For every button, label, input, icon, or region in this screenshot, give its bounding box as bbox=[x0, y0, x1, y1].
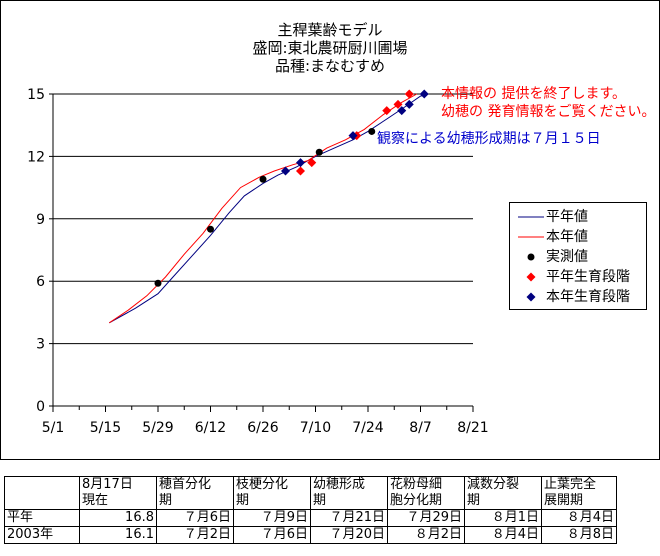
table-row: 平年 16.8 ７月6日 ７月9日 ７月21日 ７月29日 ８月1日 ８月4日 bbox=[4, 509, 617, 527]
data-point bbox=[296, 158, 305, 168]
chart-title-line: 盛岡:東北農研厨川圃場 bbox=[252, 39, 407, 57]
legend-label: 平年生育段階 bbox=[546, 269, 630, 285]
y-tick-label: 0 bbox=[36, 399, 45, 415]
legend-label: 本年値 bbox=[546, 229, 588, 245]
table-header-cell: 幼穂形成期 bbox=[310, 476, 388, 510]
table-cell: 平年 bbox=[4, 509, 80, 527]
data-point bbox=[404, 89, 414, 99]
series-line bbox=[109, 93, 418, 324]
legend-swatch bbox=[526, 292, 536, 302]
data-point bbox=[154, 279, 162, 287]
x-tick-label: 8/21 bbox=[457, 420, 488, 436]
chart-title-line: 品種:まなむすめ bbox=[275, 57, 385, 75]
x-tick-label: 7/10 bbox=[300, 420, 331, 436]
legend-label: 実測値 bbox=[546, 249, 588, 265]
table-header-cell: 止葉完全 展開期 bbox=[541, 476, 617, 510]
table-cell: ７月6日 bbox=[233, 526, 311, 544]
legend-marker bbox=[527, 253, 535, 261]
x-tick-label: 8/7 bbox=[409, 420, 432, 436]
table-cell: ８月8日 bbox=[541, 526, 617, 544]
data-point bbox=[397, 106, 407, 116]
table-cell: 16.1 bbox=[79, 526, 157, 544]
x-tick-label: 6/12 bbox=[195, 420, 226, 436]
data-point bbox=[207, 225, 214, 233]
legend-swatch bbox=[526, 272, 536, 282]
table-cell: 2003年 bbox=[4, 526, 80, 544]
table-header-cell bbox=[4, 476, 80, 510]
legend-label: 平年値 bbox=[546, 209, 588, 225]
table-cell: ８月1日 bbox=[464, 509, 542, 527]
x-tick-label: 5/1 bbox=[42, 420, 65, 436]
x-tick-label: 6/26 bbox=[247, 420, 279, 436]
legend-label: 本年生育段階 bbox=[546, 289, 630, 305]
chart-frame: 主稈葉齢モデル 盛岡:東北農研厨川圃場 品種:まなむすめ 0 3 6 9 12 15 5/1 5/… bbox=[0, 0, 660, 460]
table-cell: ７月6日 bbox=[156, 509, 234, 527]
table-header-cell: 8月17日 現在 bbox=[79, 476, 157, 510]
y-tick-label: 12 bbox=[27, 149, 45, 165]
y-tick-label: 15 bbox=[27, 87, 45, 103]
data-point bbox=[281, 166, 290, 176]
growth-stage-table: 8月17日 現在 穂首分化期枝梗分化期幼穂形成期花粉母細 胞分化期 減数分裂期止葉完全展… bbox=[4, 476, 617, 544]
legend-swatch bbox=[518, 236, 544, 238]
legend-item: 平年生育段階 bbox=[510, 267, 646, 287]
chart-legend: 平年値本年値実測値平年生育段階 本年生育段階 bbox=[509, 202, 647, 310]
table-header-cell: 枝梗分化期 bbox=[233, 476, 311, 510]
data-point bbox=[382, 106, 392, 116]
table-cell: ８月2日 bbox=[387, 526, 465, 544]
table-cell: ７月2日 bbox=[156, 526, 234, 544]
data-point bbox=[393, 99, 403, 109]
data-point bbox=[315, 148, 323, 156]
series bbox=[109, 89, 429, 324]
data-point bbox=[296, 166, 305, 176]
legend-item: 本年生育段階 bbox=[510, 287, 646, 307]
table-cell: ７月20日 bbox=[310, 526, 388, 544]
legend-item: 平年値 bbox=[510, 207, 646, 227]
x-tick-label: 5/29 bbox=[142, 420, 173, 436]
y-tick-label: 3 bbox=[36, 337, 45, 353]
table-header-cell: 穂首分化期 bbox=[156, 476, 234, 510]
chart-annotation: 観察による幼穂形成期は７月１５日 bbox=[377, 130, 601, 147]
y-tick-label: 9 bbox=[36, 212, 45, 228]
data-point bbox=[404, 99, 414, 109]
table-cell: ７月9日 bbox=[233, 509, 311, 527]
legend-marker bbox=[526, 272, 536, 282]
table-cell: ８月4日 bbox=[541, 509, 617, 527]
x-tick-label: 5/15 bbox=[90, 420, 121, 436]
y-tick-label: 6 bbox=[36, 274, 45, 290]
table-cell: ７月29日 bbox=[387, 509, 465, 527]
table-header-row: 8月17日 現在 穂首分化期枝梗分化期幼穂形成期花粉母細 胞分化期 減数分裂期止葉完全展… bbox=[4, 476, 617, 510]
legend-marker bbox=[526, 292, 536, 302]
legend-swatch bbox=[527, 253, 535, 261]
series-1 bbox=[109, 93, 418, 324]
table-cell: ８月4日 bbox=[464, 526, 542, 544]
table-cell: ７月21日 bbox=[310, 509, 388, 527]
legend-item: 実測値 bbox=[510, 247, 646, 267]
table-header-cell: 減数分裂期 bbox=[464, 476, 542, 510]
table-row: 2003年 16.1 ７月2日 ７月6日 ７月20日 ８月2日 ８月4日 ８月8日 bbox=[4, 526, 617, 544]
chart-annotation: 本情報の 提供を終了します。 bbox=[441, 86, 626, 102]
data-point bbox=[419, 89, 429, 99]
data-point bbox=[348, 131, 358, 141]
table-cell: 16.8 bbox=[79, 509, 157, 527]
legend-swatch bbox=[518, 216, 544, 218]
data-point bbox=[259, 175, 267, 183]
table-header-cell: 花粉母細 胞分化期 bbox=[387, 476, 465, 510]
chart-annotation: 幼穂の 発育情報をご覧ください。 bbox=[441, 103, 655, 120]
series-2 bbox=[154, 127, 376, 287]
series-0 bbox=[109, 93, 429, 324]
x-tick-label: 7/24 bbox=[352, 420, 384, 436]
series-line bbox=[109, 93, 429, 324]
series-4 bbox=[281, 89, 429, 176]
annotations: 本情報の 提供を終了します。幼穂の 発育情報をご覧ください。観察による幼穂形成期… bbox=[377, 86, 655, 147]
data-point bbox=[368, 127, 376, 135]
axes: 0 3 6 9 12 15 5/1 5/15 5/29 6/12 6/26 7/10 7/24 8/7 8/… bbox=[27, 87, 489, 436]
grid-lines bbox=[53, 93, 473, 345]
legend-item: 本年値 bbox=[510, 227, 646, 247]
chart-title-line: 主稈葉齢モデル bbox=[277, 21, 382, 39]
data-point bbox=[307, 158, 317, 168]
